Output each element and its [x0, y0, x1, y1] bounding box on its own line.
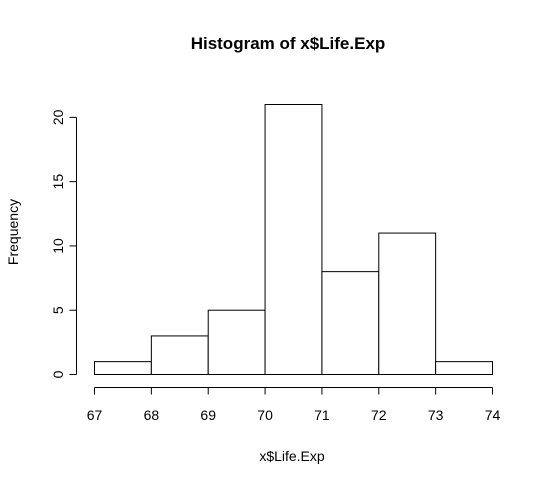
x-tick-label-7: 74	[485, 407, 501, 423]
y-axis: 0 5 10 15 20	[50, 109, 77, 378]
histogram-bar-6	[435, 361, 493, 375]
x-tick-label-6: 73	[428, 407, 444, 423]
histogram-bar-3	[264, 104, 323, 375]
histogram-bar-5	[378, 232, 437, 375]
histogram-bar-0	[94, 361, 152, 375]
histogram-bar-4	[321, 271, 380, 375]
x-tick-label-3: 70	[257, 407, 273, 423]
histogram-bar-2	[207, 309, 266, 376]
y-tick-label-0: 0	[50, 370, 66, 378]
x-tick-label-2: 69	[200, 407, 216, 423]
x-axis: 67 68 69 70 71 72 73 74	[87, 387, 501, 423]
y-axis-label: Frequency	[5, 199, 21, 265]
x-axis-label: x$Life.Exp	[259, 448, 325, 464]
x-tick-label-4: 71	[314, 407, 330, 423]
bars-layer	[94, 104, 493, 376]
y-tick-label-4: 20	[50, 109, 66, 125]
y-tick-label-3: 15	[50, 174, 66, 190]
chart-title: Histogram of x$Life.Exp	[191, 34, 386, 53]
x-tick-label-0: 67	[87, 407, 103, 423]
y-tick-label-1: 5	[50, 306, 66, 314]
x-tick-label-1: 68	[144, 407, 160, 423]
x-tick-label-5: 72	[371, 407, 387, 423]
histogram-bar-1	[150, 335, 209, 375]
y-tick-label-2: 10	[50, 238, 66, 254]
